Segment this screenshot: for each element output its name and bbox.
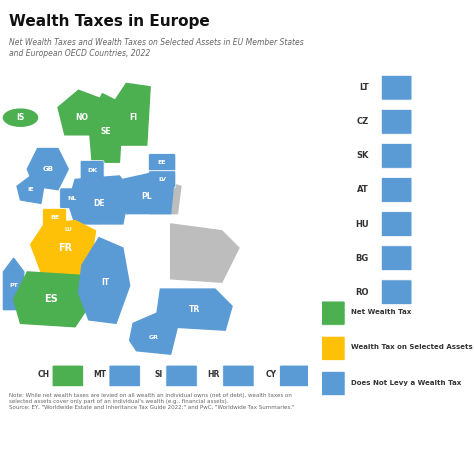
Text: HU: HU	[355, 219, 369, 228]
Text: GR: GR	[148, 335, 159, 340]
FancyBboxPatch shape	[60, 188, 83, 208]
FancyBboxPatch shape	[166, 365, 197, 387]
Polygon shape	[68, 176, 130, 224]
FancyBboxPatch shape	[382, 212, 412, 236]
Polygon shape	[79, 238, 130, 324]
Text: ES: ES	[44, 294, 58, 304]
Text: PL: PL	[141, 192, 152, 201]
Text: CY: CY	[266, 370, 277, 379]
FancyBboxPatch shape	[148, 154, 176, 171]
Text: MT: MT	[93, 370, 106, 379]
Text: GB: GB	[42, 166, 53, 172]
Text: CH: CH	[37, 370, 49, 379]
FancyBboxPatch shape	[382, 143, 412, 168]
Text: TR: TR	[189, 305, 200, 314]
Polygon shape	[58, 90, 106, 135]
FancyBboxPatch shape	[321, 336, 345, 361]
Text: IE: IE	[27, 187, 34, 192]
Polygon shape	[89, 94, 123, 162]
Ellipse shape	[3, 109, 37, 126]
FancyBboxPatch shape	[382, 178, 412, 202]
FancyBboxPatch shape	[382, 110, 412, 134]
Text: NO: NO	[75, 113, 89, 122]
FancyBboxPatch shape	[382, 280, 412, 304]
Text: @TaxFoundation: @TaxFoundation	[395, 443, 465, 452]
FancyBboxPatch shape	[60, 222, 77, 236]
Polygon shape	[113, 84, 150, 145]
Polygon shape	[157, 289, 232, 330]
Text: PT: PT	[9, 283, 18, 288]
FancyBboxPatch shape	[321, 372, 345, 396]
FancyBboxPatch shape	[280, 365, 311, 387]
Text: FI: FI	[129, 113, 137, 122]
Text: LT: LT	[359, 83, 369, 92]
Text: Note: While net wealth taxes are levied on all wealth an individual owns (net of: Note: While net wealth taxes are levied …	[9, 393, 295, 409]
FancyBboxPatch shape	[43, 208, 66, 226]
Polygon shape	[3, 258, 24, 310]
Polygon shape	[130, 313, 177, 354]
FancyBboxPatch shape	[321, 301, 345, 325]
Text: HR: HR	[208, 370, 220, 379]
FancyBboxPatch shape	[52, 365, 83, 387]
Text: BG: BG	[356, 254, 369, 263]
Polygon shape	[17, 176, 45, 203]
Polygon shape	[31, 221, 96, 275]
Text: DE: DE	[93, 199, 105, 208]
Text: SK: SK	[356, 151, 369, 160]
Text: LV: LV	[158, 177, 166, 182]
Text: BE: BE	[50, 215, 59, 219]
FancyBboxPatch shape	[109, 365, 140, 387]
FancyBboxPatch shape	[223, 365, 254, 387]
Polygon shape	[14, 272, 89, 327]
Text: Net Wealth Taxes and Wealth Taxes on Selected Assets in EU Member States
and Eur: Net Wealth Taxes and Wealth Taxes on Sel…	[9, 38, 304, 58]
Text: Wealth Taxes in Europe: Wealth Taxes in Europe	[9, 14, 210, 29]
Polygon shape	[123, 172, 174, 214]
Polygon shape	[171, 224, 239, 282]
Polygon shape	[27, 149, 68, 190]
Polygon shape	[147, 180, 181, 214]
Text: FR: FR	[58, 243, 72, 253]
Text: EE: EE	[158, 160, 166, 165]
Text: SE: SE	[100, 127, 111, 136]
Text: Does Not Levy a Wealth Tax: Does Not Levy a Wealth Tax	[351, 379, 461, 386]
FancyBboxPatch shape	[382, 246, 412, 271]
Text: IT: IT	[101, 278, 110, 287]
Text: TAX FOUNDATION: TAX FOUNDATION	[9, 443, 106, 453]
Text: CZ: CZ	[356, 117, 369, 126]
Text: Net Wealth Tax: Net Wealth Tax	[351, 309, 411, 315]
Text: NL: NL	[67, 196, 76, 201]
Text: DK: DK	[87, 168, 97, 173]
Text: SI: SI	[155, 370, 163, 379]
FancyBboxPatch shape	[148, 171, 176, 188]
Text: IS: IS	[16, 113, 25, 122]
Text: AT: AT	[357, 186, 369, 195]
Text: RO: RO	[356, 288, 369, 297]
FancyBboxPatch shape	[382, 75, 412, 100]
Text: Wealth Tax on Selected Assets: Wealth Tax on Selected Assets	[351, 344, 473, 351]
FancyBboxPatch shape	[80, 160, 104, 181]
Text: LU: LU	[64, 227, 72, 232]
